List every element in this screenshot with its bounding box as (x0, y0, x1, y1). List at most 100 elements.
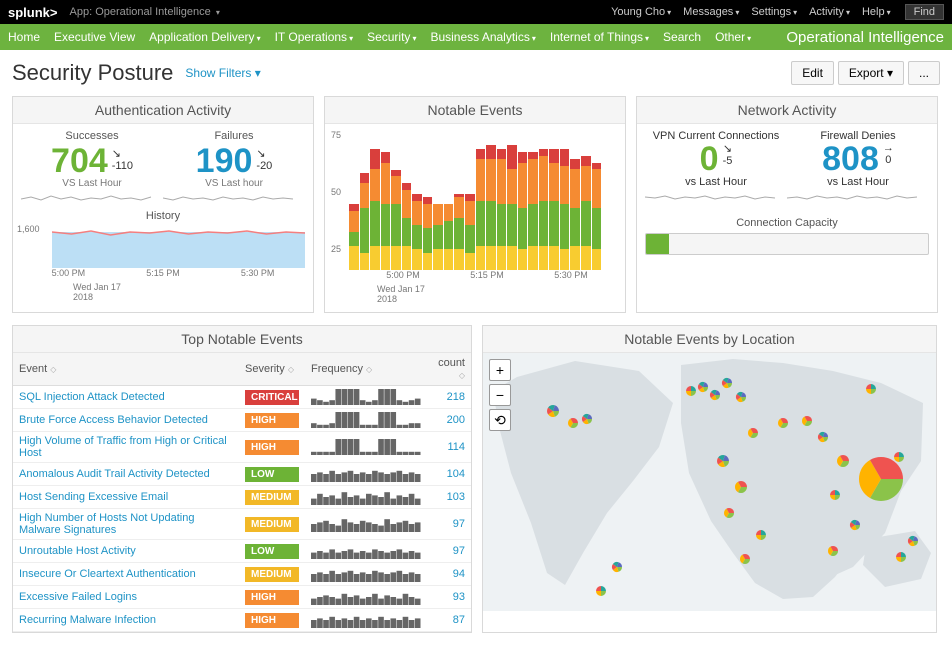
sparkline (787, 188, 929, 204)
app-title: Operational Intelligence (786, 29, 944, 46)
notable-events-map-panel: Notable Events by Location + − ⟲ (482, 325, 937, 633)
event-link[interactable]: High Number of Hosts Not Updating Malwar… (13, 509, 239, 540)
user-menu[interactable]: Young Cho▾ (611, 6, 671, 18)
severity-badge: MEDIUM (245, 490, 299, 505)
topbar-settings[interactable]: Settings▾ (751, 6, 797, 18)
auth-failures: Failures 190 ↘-20 VS Last hour (163, 130, 305, 208)
severity-badge: HIGH (245, 413, 299, 428)
event-count: 87 (427, 609, 471, 632)
zoom-out-button[interactable]: − (489, 384, 511, 406)
auth-activity-panel: Authentication Activity Successes 704 ↘-… (12, 96, 314, 313)
event-link[interactable]: Excessive Failed Logins (13, 586, 239, 609)
capacity-bar (645, 233, 929, 255)
table-row: Anomalous Audit Trail Activity Detected L… (13, 463, 471, 486)
panel-title: Network Activity (637, 97, 937, 124)
zoom-in-button[interactable]: + (489, 359, 511, 381)
trend-down-icon: ↘ (112, 148, 121, 160)
chevron-down-icon: ▾ (216, 8, 220, 17)
event-link[interactable]: Recurring Malware Infection (13, 609, 239, 632)
event-count: 218 (427, 386, 471, 409)
frequency-sparkbar (305, 540, 427, 563)
topbar-messages[interactable]: Messages▾ (683, 6, 739, 18)
nav-security[interactable]: Security▾ (367, 30, 416, 44)
event-link[interactable]: Brute Force Access Behavior Detected (13, 409, 239, 432)
table-row: Recurring Malware Infection HIGH 87 (13, 609, 471, 632)
nav-application-delivery[interactable]: Application Delivery▾ (149, 30, 260, 44)
severity-badge: HIGH (245, 440, 299, 455)
frequency-sparkbar (305, 432, 427, 463)
table-row: Host Sending Excessive Email MEDIUM 103 (13, 486, 471, 509)
severity-badge: HIGH (245, 613, 299, 628)
nav-executive-view[interactable]: Executive View (54, 30, 135, 44)
map-svg (483, 353, 936, 611)
event-link[interactable]: Insecure Or Cleartext Authentication (13, 563, 239, 586)
severity-badge: CRITICAL (245, 390, 299, 405)
table-row: High Number of Hosts Not Updating Malwar… (13, 509, 471, 540)
trend-down-icon: ↘ (723, 143, 732, 155)
event-count: 97 (427, 509, 471, 540)
col-severity[interactable]: Severity ◇ (239, 353, 305, 386)
sparkline (163, 189, 305, 205)
network-activity-panel: Network Activity VPN Current Connections… (636, 96, 938, 313)
event-link[interactable]: Anomalous Audit Trail Activity Detected (13, 463, 239, 486)
find-button[interactable]: Find (905, 4, 944, 20)
nav-other[interactable]: Other▾ (715, 30, 751, 44)
table-row: SQL Injection Attack Detected CRITICAL 218 (13, 386, 471, 409)
auth-successes: Successes 704 ↘-110 VS Last Hour (21, 130, 163, 208)
top-events-table: Event ◇ Severity ◇ Frequency ◇ count ◇ S… (13, 353, 471, 632)
event-count: 93 (427, 586, 471, 609)
nav-search[interactable]: Search (663, 30, 701, 44)
trend-down-icon: ↘ (256, 148, 265, 160)
nav-home[interactable]: Home (8, 30, 40, 44)
frequency-sparkbar (305, 586, 427, 609)
panel-title: Authentication Activity (13, 97, 313, 124)
page-titlebar: Security Posture Show Filters ▾ Edit Exp… (0, 50, 952, 96)
event-link[interactable]: SQL Injection Attack Detected (13, 386, 239, 409)
splunk-logo: splunk> (8, 5, 58, 20)
event-count: 104 (427, 463, 471, 486)
col-event[interactable]: Event ◇ (13, 353, 239, 386)
event-count: 200 (427, 409, 471, 432)
event-link[interactable]: High Volume of Traffic from High or Crit… (13, 432, 239, 463)
table-row: Unroutable Host Activity LOW 97 (13, 540, 471, 563)
event-link[interactable]: Unroutable Host Activity (13, 540, 239, 563)
event-link[interactable]: Host Sending Excessive Email (13, 486, 239, 509)
frequency-sparkbar (305, 486, 427, 509)
top-notable-events-panel: Top Notable Events Event ◇ Severity ◇ Fr… (12, 325, 472, 633)
event-count: 103 (427, 486, 471, 509)
nav-internet-of-things[interactable]: Internet of Things▾ (550, 30, 649, 44)
table-row: Brute Force Access Behavior Detected HIGH… (13, 409, 471, 432)
edit-button[interactable]: Edit (791, 61, 834, 85)
severity-badge: HIGH (245, 590, 299, 605)
trend-flat-icon: → (883, 142, 894, 154)
frequency-sparkbar (305, 463, 427, 486)
panel-title: Notable Events by Location (483, 326, 936, 353)
nav-it-operations[interactable]: IT Operations▾ (275, 30, 354, 44)
topbar-help[interactable]: Help▾ (862, 6, 891, 18)
splunk-topbar: splunk> App: Operational Intelligence ▾ … (0, 0, 952, 24)
frequency-sparkbar (305, 409, 427, 432)
sparkline (645, 188, 787, 204)
event-count: 97 (427, 540, 471, 563)
col-frequency[interactable]: Frequency ◇ (305, 353, 427, 386)
show-filters-link[interactable]: Show Filters ▾ (185, 66, 260, 80)
notable-events-panel: Notable Events 755025 5:00 PM5:15 PM5:30… (324, 96, 626, 313)
topbar-activity[interactable]: Activity▾ (809, 6, 850, 18)
panel-title: Notable Events (325, 97, 625, 124)
severity-badge: LOW (245, 467, 299, 482)
sparkline (21, 189, 163, 205)
auth-history-chart (52, 224, 305, 268)
zoom-reset-button[interactable]: ⟲ (489, 409, 511, 431)
event-count: 94 (427, 563, 471, 586)
severity-badge: LOW (245, 544, 299, 559)
event-count: 114 (427, 432, 471, 463)
col-count[interactable]: count ◇ (427, 353, 471, 386)
more-button[interactable]: ... (908, 61, 940, 85)
nav-business-analytics[interactable]: Business Analytics▾ (430, 30, 535, 44)
table-row: High Volume of Traffic from High or Crit… (13, 432, 471, 463)
app-selector[interactable]: App: Operational Intelligence ▾ (70, 6, 220, 18)
vpn-connections: VPN Current Connections 0 ↘-5 vs Last Ho… (645, 130, 787, 207)
export-button[interactable]: Export ▾ (838, 61, 904, 85)
page-title: Security Posture (12, 60, 173, 86)
frequency-sparkbar (305, 509, 427, 540)
